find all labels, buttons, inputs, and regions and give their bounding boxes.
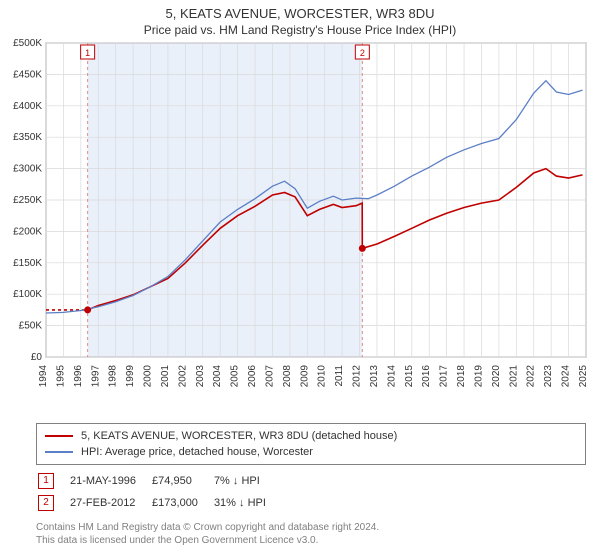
svg-text:2017: 2017 [439,365,450,388]
line-chart: £0 £50K £100K £150K £200K £250K £300K £350K £400… [0,37,600,417]
legend-label: HPI: Average price, detached house, Worc… [81,446,313,458]
svg-text:2001: 2001 [160,365,171,388]
svg-text:£0: £0 [31,352,43,363]
footer-line: Contains HM Land Registry data © Crown c… [36,521,586,534]
svg-text:1998: 1998 [108,365,119,388]
svg-text:2006: 2006 [247,365,258,388]
svg-text:1: 1 [85,48,90,58]
svg-text:2014: 2014 [386,365,397,388]
sale-date: 21-MAY-1996 [70,471,150,491]
svg-text:2007: 2007 [264,365,275,388]
chart-title: 5, KEATS AVENUE, WORCESTER, WR3 8DU [0,6,600,21]
svg-text:£100K: £100K [13,289,42,300]
legend-item: HPI: Average price, detached house, Worc… [45,444,577,460]
sale-price: £74,950 [152,471,212,491]
svg-text:£50K: £50K [19,321,43,332]
svg-text:£150K: £150K [13,258,42,269]
svg-text:£250K: £250K [13,195,42,206]
svg-text:2: 2 [360,48,365,58]
svg-text:£400K: £400K [13,101,42,112]
legend-item: 5, KEATS AVENUE, WORCESTER, WR3 8DU (det… [45,428,577,444]
chart-titles: 5, KEATS AVENUE, WORCESTER, WR3 8DU Pric… [0,0,600,37]
svg-text:2019: 2019 [473,365,484,388]
svg-text:2000: 2000 [143,365,154,388]
svg-text:2010: 2010 [317,365,328,388]
svg-text:2025: 2025 [578,365,589,388]
svg-text:£450K: £450K [13,69,42,80]
chart-subtitle: Price paid vs. HM Land Registry's House … [0,23,600,37]
svg-text:2023: 2023 [543,365,554,388]
svg-text:2024: 2024 [561,365,572,388]
legend-swatch [45,435,73,437]
svg-text:1995: 1995 [55,365,66,388]
svg-text:2009: 2009 [299,365,310,388]
footer-line: This data is licensed under the Open Gov… [36,534,586,547]
svg-text:2020: 2020 [491,365,502,388]
sales-table: 1 21-MAY-1996 £74,950 7% ↓ HPI 2 27-FEB-… [36,469,282,515]
svg-text:2012: 2012 [352,365,363,388]
svg-text:2015: 2015 [404,365,415,388]
sale-marker: 1 [38,473,54,489]
sale-delta: 31% ↓ HPI [214,493,280,513]
svg-text:2013: 2013 [369,365,380,388]
table-row: 1 21-MAY-1996 £74,950 7% ↓ HPI [38,471,280,491]
svg-text:1997: 1997 [90,365,101,388]
svg-text:2004: 2004 [212,365,223,388]
svg-text:2008: 2008 [282,365,293,388]
svg-text:£500K: £500K [13,38,42,49]
svg-text:2016: 2016 [421,365,432,388]
svg-text:£300K: £300K [13,164,42,175]
sale-delta: 7% ↓ HPI [214,471,280,491]
svg-text:2021: 2021 [508,365,519,388]
table-row: 2 27-FEB-2012 £173,000 31% ↓ HPI [38,493,280,513]
svg-text:1994: 1994 [38,365,49,388]
footer: Contains HM Land Registry data © Crown c… [36,521,586,547]
svg-text:2022: 2022 [526,365,537,388]
svg-text:1996: 1996 [73,365,84,388]
legend: 5, KEATS AVENUE, WORCESTER, WR3 8DU (det… [36,423,586,465]
legend-swatch [45,451,73,453]
svg-text:2011: 2011 [334,365,345,387]
svg-text:£200K: £200K [13,226,42,237]
sale-marker: 2 [38,495,54,511]
svg-text:2005: 2005 [230,365,241,388]
svg-text:£350K: £350K [13,132,42,143]
sale-date: 27-FEB-2012 [70,493,150,513]
chart-area: £0 £50K £100K £150K £200K £250K £300K £350K £400… [0,37,600,417]
sale-price: £173,000 [152,493,212,513]
svg-text:1999: 1999 [125,365,136,388]
svg-text:2002: 2002 [177,365,188,388]
svg-text:2003: 2003 [195,365,206,388]
svg-text:2018: 2018 [456,365,467,388]
legend-label: 5, KEATS AVENUE, WORCESTER, WR3 8DU (det… [81,430,397,442]
